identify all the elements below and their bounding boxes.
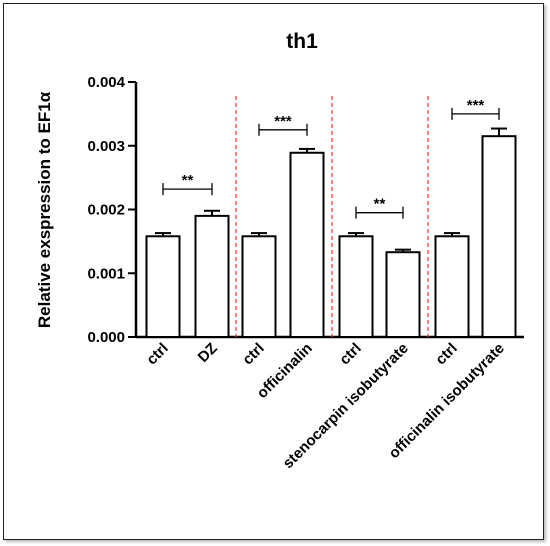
y-tick-label: 0.002 <box>87 202 125 219</box>
y-tick-label: 0.000 <box>87 329 125 346</box>
bar <box>338 235 374 338</box>
bar <box>241 235 277 338</box>
y-ticks: 0.000 0.001 0.002 0.003 0.004 <box>87 74 136 346</box>
group-separators <box>235 96 429 337</box>
chart-frame <box>3 3 544 540</box>
bar <box>289 151 325 338</box>
bar <box>385 251 421 338</box>
bar <box>434 235 470 338</box>
significance-label: *** <box>274 113 292 130</box>
bar <box>145 235 181 338</box>
y-tick-label: 0.001 <box>87 265 125 282</box>
y-tick-label: 0.004 <box>87 74 125 91</box>
significance-label: *** <box>467 97 485 114</box>
y-axis-label: Relative exspression to EF1α <box>35 91 54 328</box>
x-tick-label: ctrl <box>336 340 365 369</box>
bar <box>481 135 517 338</box>
bar <box>194 214 230 338</box>
error-bars <box>155 127 507 253</box>
x-tick-label: ctrl <box>143 340 172 369</box>
y-tick-label: 0.003 <box>87 138 125 155</box>
bars <box>145 135 517 338</box>
chart-title: th1 <box>286 30 318 53</box>
significance-label: ** <box>374 196 386 213</box>
x-tick-label: ctrl <box>432 340 461 369</box>
x-tick-label: DZ <box>195 340 221 366</box>
significance-label: ** <box>182 172 194 189</box>
x-tick-label: ctrl <box>239 340 268 369</box>
significance-brackets: ********** <box>162 97 500 219</box>
